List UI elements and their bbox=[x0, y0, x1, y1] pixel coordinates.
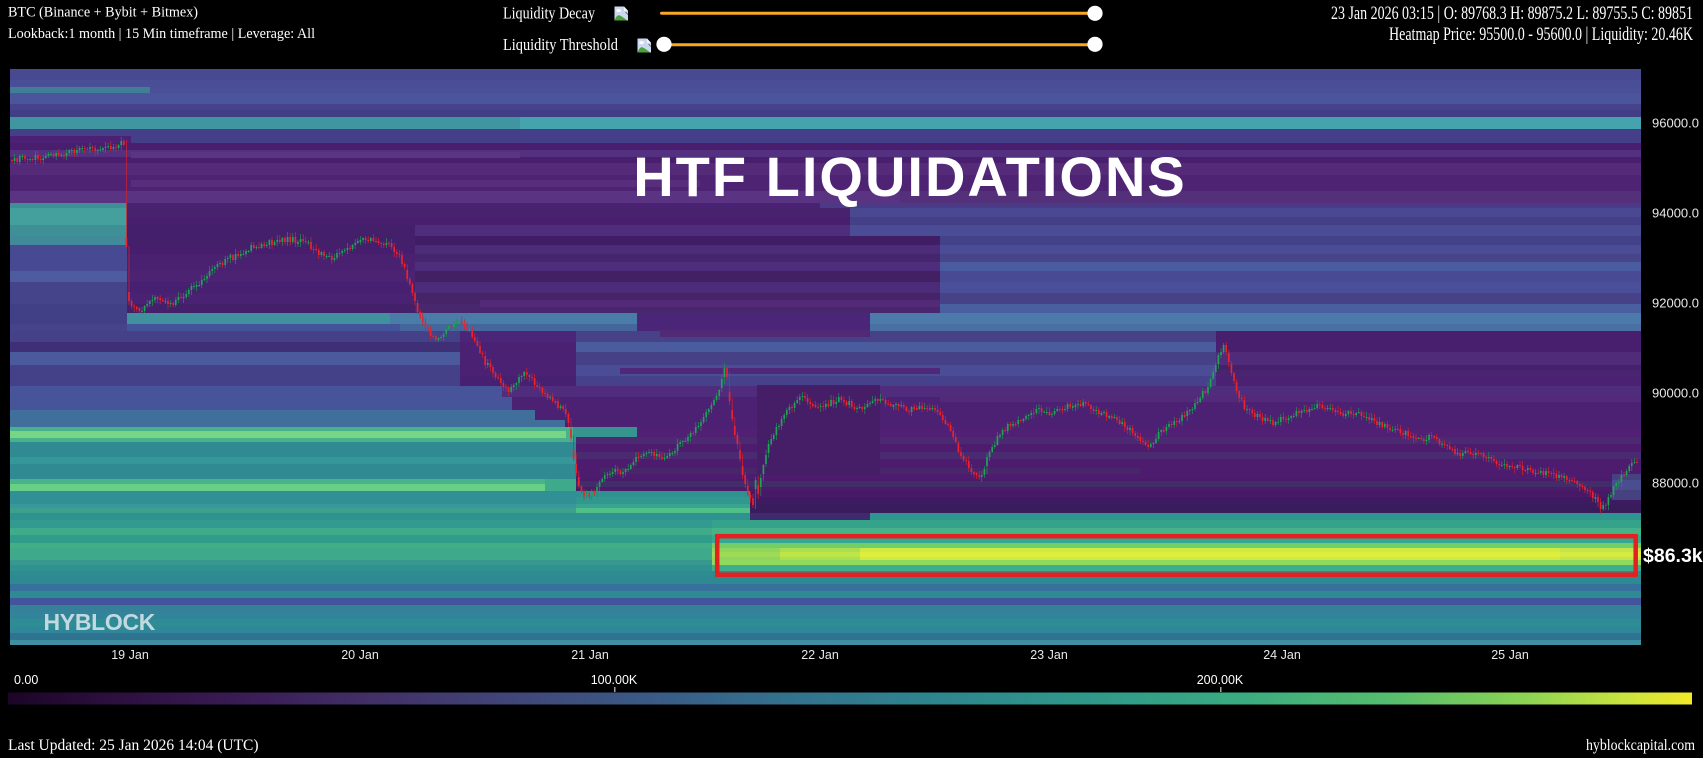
svg-text:23 Jan 2026 03:15 | O: 89768.3: 23 Jan 2026 03:15 | O: 89768.3 H: 89875.… bbox=[1331, 3, 1693, 24]
svg-text:$86.3k: $86.3k bbox=[1643, 545, 1703, 567]
svg-text:200.00K: 200.00K bbox=[1197, 673, 1244, 687]
svg-text:88000.0: 88000.0 bbox=[1652, 476, 1699, 491]
svg-text:BTC (Binance + Bybit + Bitmex): BTC (Binance + Bybit + Bitmex) bbox=[8, 5, 198, 21]
svg-text:19 Jan: 19 Jan bbox=[111, 648, 149, 662]
svg-text:Lookback:1 month | 15 Min time: Lookback:1 month | 15 Min timeframe | Le… bbox=[8, 26, 315, 42]
svg-text:Liquidity Threshold: Liquidity Threshold bbox=[503, 35, 619, 54]
svg-text:94000.0: 94000.0 bbox=[1652, 206, 1699, 221]
svg-text:20 Jan: 20 Jan bbox=[341, 648, 379, 662]
svg-text:Liquidity Decay: Liquidity Decay bbox=[503, 4, 596, 23]
svg-text:HYBLOCK: HYBLOCK bbox=[44, 609, 156, 635]
svg-text:Heatmap Price: 95500.0 - 95600: Heatmap Price: 95500.0 - 95600.0 | Liqui… bbox=[1389, 24, 1693, 45]
svg-text:96000.0: 96000.0 bbox=[1652, 116, 1699, 131]
svg-text:90000.0: 90000.0 bbox=[1652, 386, 1699, 401]
svg-text:hyblockcapital.com: hyblockcapital.com bbox=[1586, 737, 1695, 754]
svg-text:22 Jan: 22 Jan bbox=[801, 648, 839, 662]
svg-text:23 Jan: 23 Jan bbox=[1030, 648, 1068, 662]
svg-text:21 Jan: 21 Jan bbox=[571, 648, 609, 662]
svg-text:100.00K: 100.00K bbox=[591, 673, 638, 687]
svg-text:25 Jan: 25 Jan bbox=[1491, 648, 1529, 662]
svg-text:Last Updated: 25 Jan 2026 14:0: Last Updated: 25 Jan 2026 14:04 (UTC) bbox=[8, 737, 259, 754]
svg-text:HTF LIQUIDATIONS: HTF LIQUIDATIONS bbox=[633, 145, 1187, 208]
svg-text:0.00: 0.00 bbox=[14, 673, 38, 687]
svg-text:24 Jan: 24 Jan bbox=[1263, 648, 1301, 662]
svg-text:92000.0: 92000.0 bbox=[1652, 296, 1699, 311]
